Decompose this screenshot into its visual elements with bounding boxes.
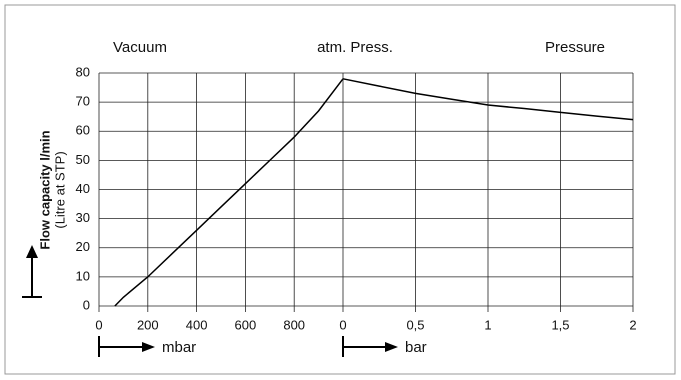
x-tick-label: 400 [186,317,208,332]
region-title: Vacuum [113,39,167,56]
x-arrows [98,336,398,357]
x-tick-label: 800 [283,317,305,332]
y-tick-label: 50 [76,152,90,167]
y-tick-label: 30 [76,210,90,225]
x-tick-label: 1 [484,317,491,332]
y-tick-label: 20 [76,239,90,254]
x-tick-label: 2 [629,317,636,332]
line [342,78,634,121]
y-tick-label: 0 [83,297,90,312]
x-axis-label: mbar [162,339,196,356]
region-title: Pressure [545,39,605,56]
y-tick-label: 60 [76,123,90,138]
y-arrow [22,245,42,298]
x-tick-label: 0,5 [406,317,424,332]
x-tick-label: 0 [95,317,102,332]
y-axis-label: Flow capacity l/min [37,130,52,249]
y-tick-label: 10 [76,268,90,283]
y-tick-label: 40 [76,181,90,196]
line [114,78,344,307]
y-tick-label: 80 [76,64,90,79]
x-axis-label: bar [405,339,427,356]
x-tick-label: 1,5 [551,317,569,332]
annotation: atm. Press. [317,39,393,56]
frame [4,4,676,375]
x-tick-label: 600 [235,317,257,332]
x-tick-label: 0 [339,317,346,332]
y-tick-label: 70 [76,94,90,109]
y-axis-note: (Litre at STP) [52,151,67,228]
x-tick-label: 200 [137,317,159,332]
